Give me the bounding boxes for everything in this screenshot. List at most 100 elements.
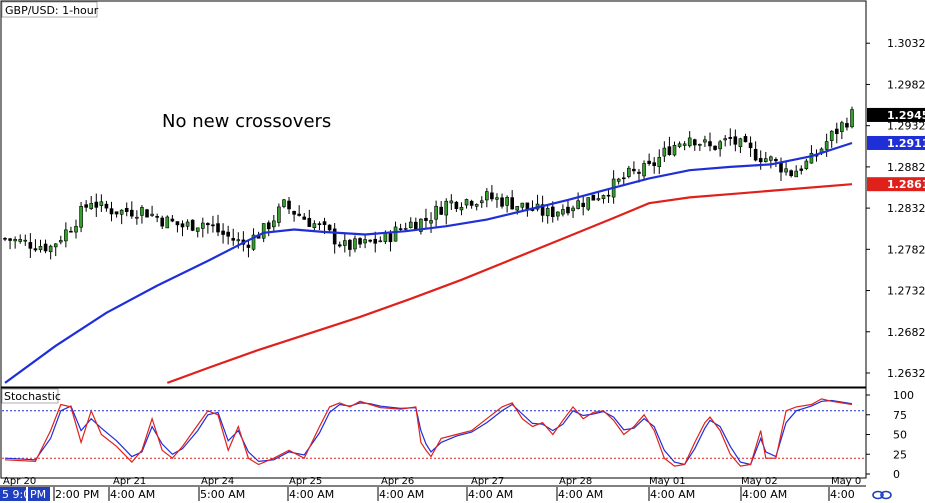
candle xyxy=(703,135,707,148)
candle-body-down xyxy=(124,207,129,212)
candle-body-up xyxy=(236,239,241,242)
candle-body-down xyxy=(439,206,443,215)
price-tick-label: 1.2682 xyxy=(887,326,925,339)
candle xyxy=(692,138,697,151)
candle-body-up xyxy=(378,240,383,243)
candle-body-down xyxy=(550,206,555,218)
candle-body-up xyxy=(662,147,667,157)
candle xyxy=(363,234,367,249)
candle-body-down xyxy=(180,223,185,228)
moving-average-red xyxy=(166,183,853,384)
candle-body-up xyxy=(687,137,692,147)
candle xyxy=(621,172,626,187)
candle xyxy=(368,239,372,243)
date-label: Apr 21 xyxy=(113,476,146,487)
candle-body-down xyxy=(3,238,7,240)
candle-body-up xyxy=(718,141,722,150)
candle xyxy=(170,215,175,223)
candle-body-down xyxy=(388,233,393,243)
candle-body-down xyxy=(322,221,327,225)
candle xyxy=(388,230,393,252)
candle xyxy=(459,202,464,216)
candle xyxy=(490,185,494,202)
candle-body-up xyxy=(119,209,124,215)
candle-body-up xyxy=(474,204,479,207)
candle-body-up xyxy=(596,198,601,201)
candle xyxy=(302,213,307,220)
candle-body-down xyxy=(424,217,428,221)
candle-body-down xyxy=(525,202,530,210)
candle xyxy=(434,200,438,229)
candle-body-up xyxy=(185,221,190,227)
candle xyxy=(763,151,768,163)
candle-body-up xyxy=(850,109,854,128)
candle-body-down xyxy=(206,223,210,226)
candle xyxy=(449,194,454,210)
candle-body-up xyxy=(627,167,631,177)
candle xyxy=(444,198,449,225)
candle xyxy=(211,215,215,233)
candle-body-up xyxy=(672,144,677,156)
time-label: 4:00 AM xyxy=(650,488,695,501)
candle xyxy=(495,193,499,208)
candle-body-down xyxy=(845,123,849,128)
candle-body-down xyxy=(33,248,38,251)
candle xyxy=(713,145,717,151)
candle-body-up xyxy=(829,130,834,141)
candle xyxy=(119,209,124,225)
chart-frame xyxy=(0,0,892,500)
candle-body-up xyxy=(601,195,606,199)
candle xyxy=(180,220,185,237)
candle xyxy=(723,135,728,147)
candle-body-down xyxy=(292,210,296,215)
candle-body-down xyxy=(221,230,225,235)
candle-body-up xyxy=(48,245,53,253)
candle-body-down xyxy=(799,168,804,171)
candle xyxy=(748,136,753,157)
candle-body-up xyxy=(363,239,367,244)
stochastic-tick-label: 50 xyxy=(893,429,907,442)
time-label-highlight xyxy=(0,487,26,501)
candle xyxy=(834,122,839,144)
candle xyxy=(571,205,575,218)
candle xyxy=(698,143,702,151)
candle xyxy=(403,222,408,231)
candle-body-down xyxy=(774,158,778,162)
candle-body-down xyxy=(789,170,793,177)
time-label: 5:00 AM xyxy=(200,488,245,501)
candle xyxy=(799,165,804,175)
candle xyxy=(292,210,296,222)
candle xyxy=(677,141,682,149)
candle-body-down xyxy=(621,177,626,180)
candle-body-up xyxy=(261,223,266,239)
candle-body-up xyxy=(74,226,78,233)
candle-body-down xyxy=(708,141,712,147)
candle xyxy=(13,236,17,249)
time-label: 4:00 AM xyxy=(558,488,603,501)
candle-body-down xyxy=(43,243,48,252)
candle-body-down xyxy=(145,209,149,218)
candle-body-up xyxy=(682,143,687,146)
candle xyxy=(185,219,190,230)
stochastic-tick-label: 100 xyxy=(893,389,914,402)
candle-body-up xyxy=(64,229,68,242)
candle-body-down xyxy=(84,204,88,208)
candle xyxy=(687,131,692,148)
candle-body-up xyxy=(38,246,43,251)
candle-body-down xyxy=(175,221,180,226)
date-label: May 02 xyxy=(741,476,778,487)
candle-body-up xyxy=(738,138,743,148)
candle-body-up xyxy=(419,218,423,232)
time-label: 4:00 AM xyxy=(742,488,787,501)
candle xyxy=(165,215,170,229)
candle xyxy=(373,231,378,253)
candle-body-up xyxy=(794,170,799,178)
candle xyxy=(378,236,383,243)
candle-body-down xyxy=(231,238,236,241)
candle-body-down xyxy=(114,211,119,215)
candle-body-up xyxy=(282,199,286,207)
candle-body-up xyxy=(201,222,205,229)
candle-body-up xyxy=(545,208,550,217)
candle xyxy=(114,211,119,218)
